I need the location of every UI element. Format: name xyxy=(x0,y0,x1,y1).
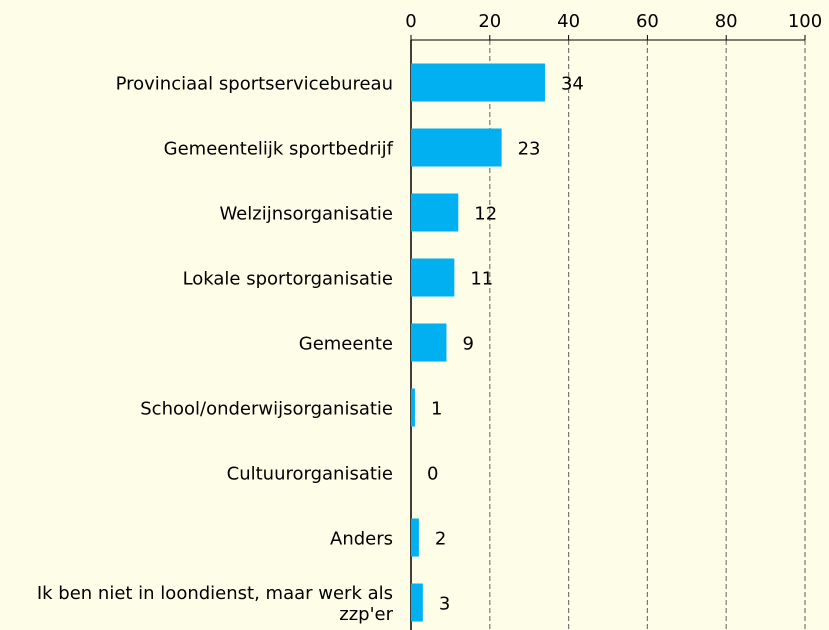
x-tick-label: 40 xyxy=(557,11,580,32)
x-tick-label: 80 xyxy=(715,11,738,32)
bar xyxy=(411,583,423,622)
x-tick-label: 100 xyxy=(788,11,822,32)
data-label: 11 xyxy=(470,269,493,290)
category-label: Gemeente xyxy=(298,333,393,354)
category-label: Cultuurorganisatie xyxy=(226,463,393,484)
data-label: 3 xyxy=(439,594,450,615)
category-label: Provinciaal sportservicebureau xyxy=(115,73,393,94)
x-tick-label: 60 xyxy=(636,11,659,32)
bar xyxy=(411,323,447,362)
category-label: School/onderwijsorganisatie xyxy=(140,398,393,419)
category-label: Lokale sportorganisatie xyxy=(182,268,393,289)
data-label: 23 xyxy=(518,139,541,160)
bar xyxy=(411,388,415,427)
category-label: Welzijnsorganisatie xyxy=(219,203,393,224)
category-label: Anders xyxy=(330,528,393,549)
data-label: 12 xyxy=(474,204,497,225)
bar xyxy=(411,518,419,557)
bar xyxy=(411,128,502,167)
data-label: 1 xyxy=(431,399,442,420)
x-tick-label: 20 xyxy=(478,11,501,32)
data-label: 9 xyxy=(462,334,473,355)
bar xyxy=(411,63,545,102)
x-tick-label: 0 xyxy=(405,11,416,32)
category-label: Ik ben niet in loondienst, maar werk als… xyxy=(36,582,393,625)
data-label: 0 xyxy=(427,464,438,485)
data-label: 34 xyxy=(561,74,584,95)
bar xyxy=(411,193,459,232)
data-label: 2 xyxy=(435,529,446,550)
category-label: Gemeentelijk sportbedrijf xyxy=(163,138,393,159)
bar xyxy=(411,258,455,297)
